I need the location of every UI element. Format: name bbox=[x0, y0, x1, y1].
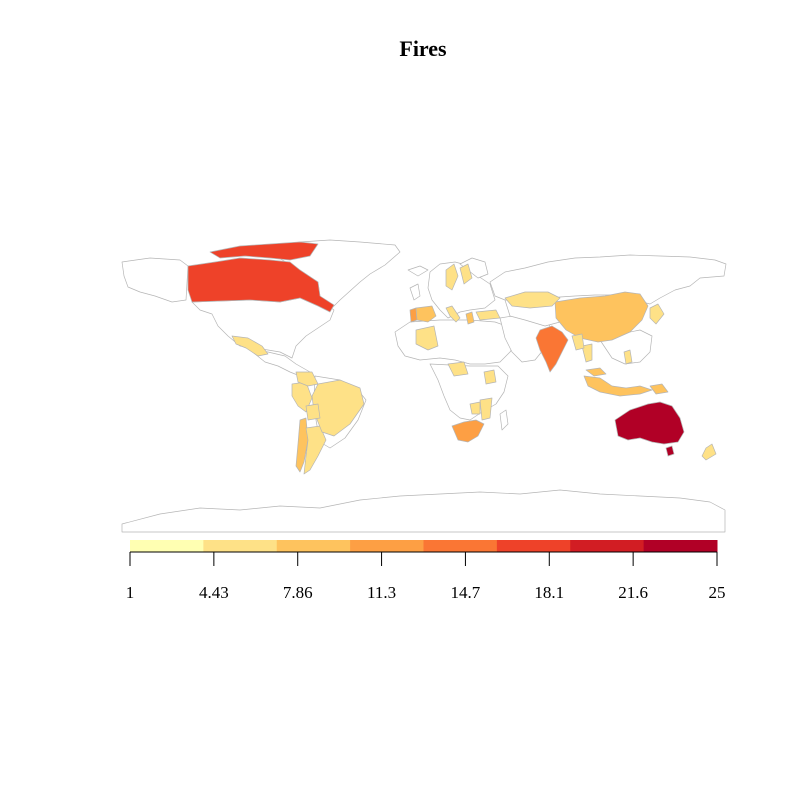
region-myanmar bbox=[571, 333, 585, 351]
region-sweden bbox=[445, 263, 459, 291]
region-malaysia bbox=[585, 367, 607, 377]
region-australia bbox=[614, 401, 685, 445]
legend-swatch bbox=[130, 540, 204, 552]
region-china bbox=[554, 291, 649, 343]
legend-swatch bbox=[350, 540, 424, 552]
legend-tick-label: 18.1 bbox=[534, 583, 564, 602]
legend-tick-label: 7.86 bbox=[283, 583, 313, 602]
region-tasmania bbox=[665, 445, 675, 457]
region-japan bbox=[649, 303, 665, 325]
region-brazil bbox=[311, 379, 365, 437]
region-zimbabwe bbox=[469, 401, 481, 415]
legend-swatch bbox=[423, 540, 498, 552]
legend-swatch bbox=[276, 540, 351, 552]
legend-tick-label: 25 bbox=[709, 583, 726, 602]
region-uk bbox=[409, 283, 421, 301]
legend-tick-label: 11.3 bbox=[367, 583, 396, 602]
region-alaska bbox=[121, 257, 189, 303]
region-kazakhstan bbox=[504, 291, 561, 309]
region-new-zealand bbox=[701, 443, 717, 461]
legend-swatch bbox=[203, 540, 278, 552]
region-bolivia bbox=[305, 403, 321, 421]
region-canada-arctic bbox=[209, 241, 319, 261]
region-nigeria bbox=[447, 361, 469, 377]
legend-swatch bbox=[570, 540, 645, 552]
region-turkey bbox=[475, 309, 501, 321]
legend-swatch bbox=[643, 540, 718, 552]
region-kenya bbox=[483, 369, 497, 385]
region-chile bbox=[295, 417, 309, 473]
legend-tick-label: 21.6 bbox=[618, 583, 648, 602]
region-antarctica bbox=[121, 489, 726, 533]
region-scandinavia-north bbox=[459, 257, 489, 279]
region-iceland bbox=[407, 265, 429, 277]
region-algeria bbox=[415, 325, 439, 351]
region-india bbox=[535, 325, 569, 373]
legend-tick-label: 1 bbox=[126, 583, 135, 602]
legend-color-bar bbox=[130, 540, 718, 552]
region-south-africa bbox=[451, 419, 485, 443]
region-finland bbox=[459, 263, 473, 285]
region-greece bbox=[465, 311, 475, 325]
region-europe-north bbox=[427, 261, 496, 319]
region-indonesia bbox=[583, 375, 653, 397]
region-madagascar bbox=[499, 409, 509, 431]
region-png bbox=[649, 383, 669, 395]
legend-swatch bbox=[496, 540, 571, 552]
region-mozambique bbox=[479, 397, 493, 421]
region-italy bbox=[445, 305, 461, 323]
region-philippines bbox=[623, 349, 633, 365]
region-colombia bbox=[295, 371, 319, 387]
legend-labels: 1 4.43 7.86 11.3 14.7 18.1 21.6 25 bbox=[126, 583, 726, 602]
legend-ticks bbox=[129, 551, 718, 566]
region-thailand bbox=[581, 343, 593, 363]
map-title: Fires bbox=[399, 36, 447, 61]
legend-tick-label: 14.7 bbox=[451, 583, 481, 602]
region-canada bbox=[187, 257, 335, 313]
region-spain bbox=[415, 305, 437, 323]
region-mexico bbox=[231, 335, 269, 357]
legend-tick-label: 4.43 bbox=[199, 583, 229, 602]
